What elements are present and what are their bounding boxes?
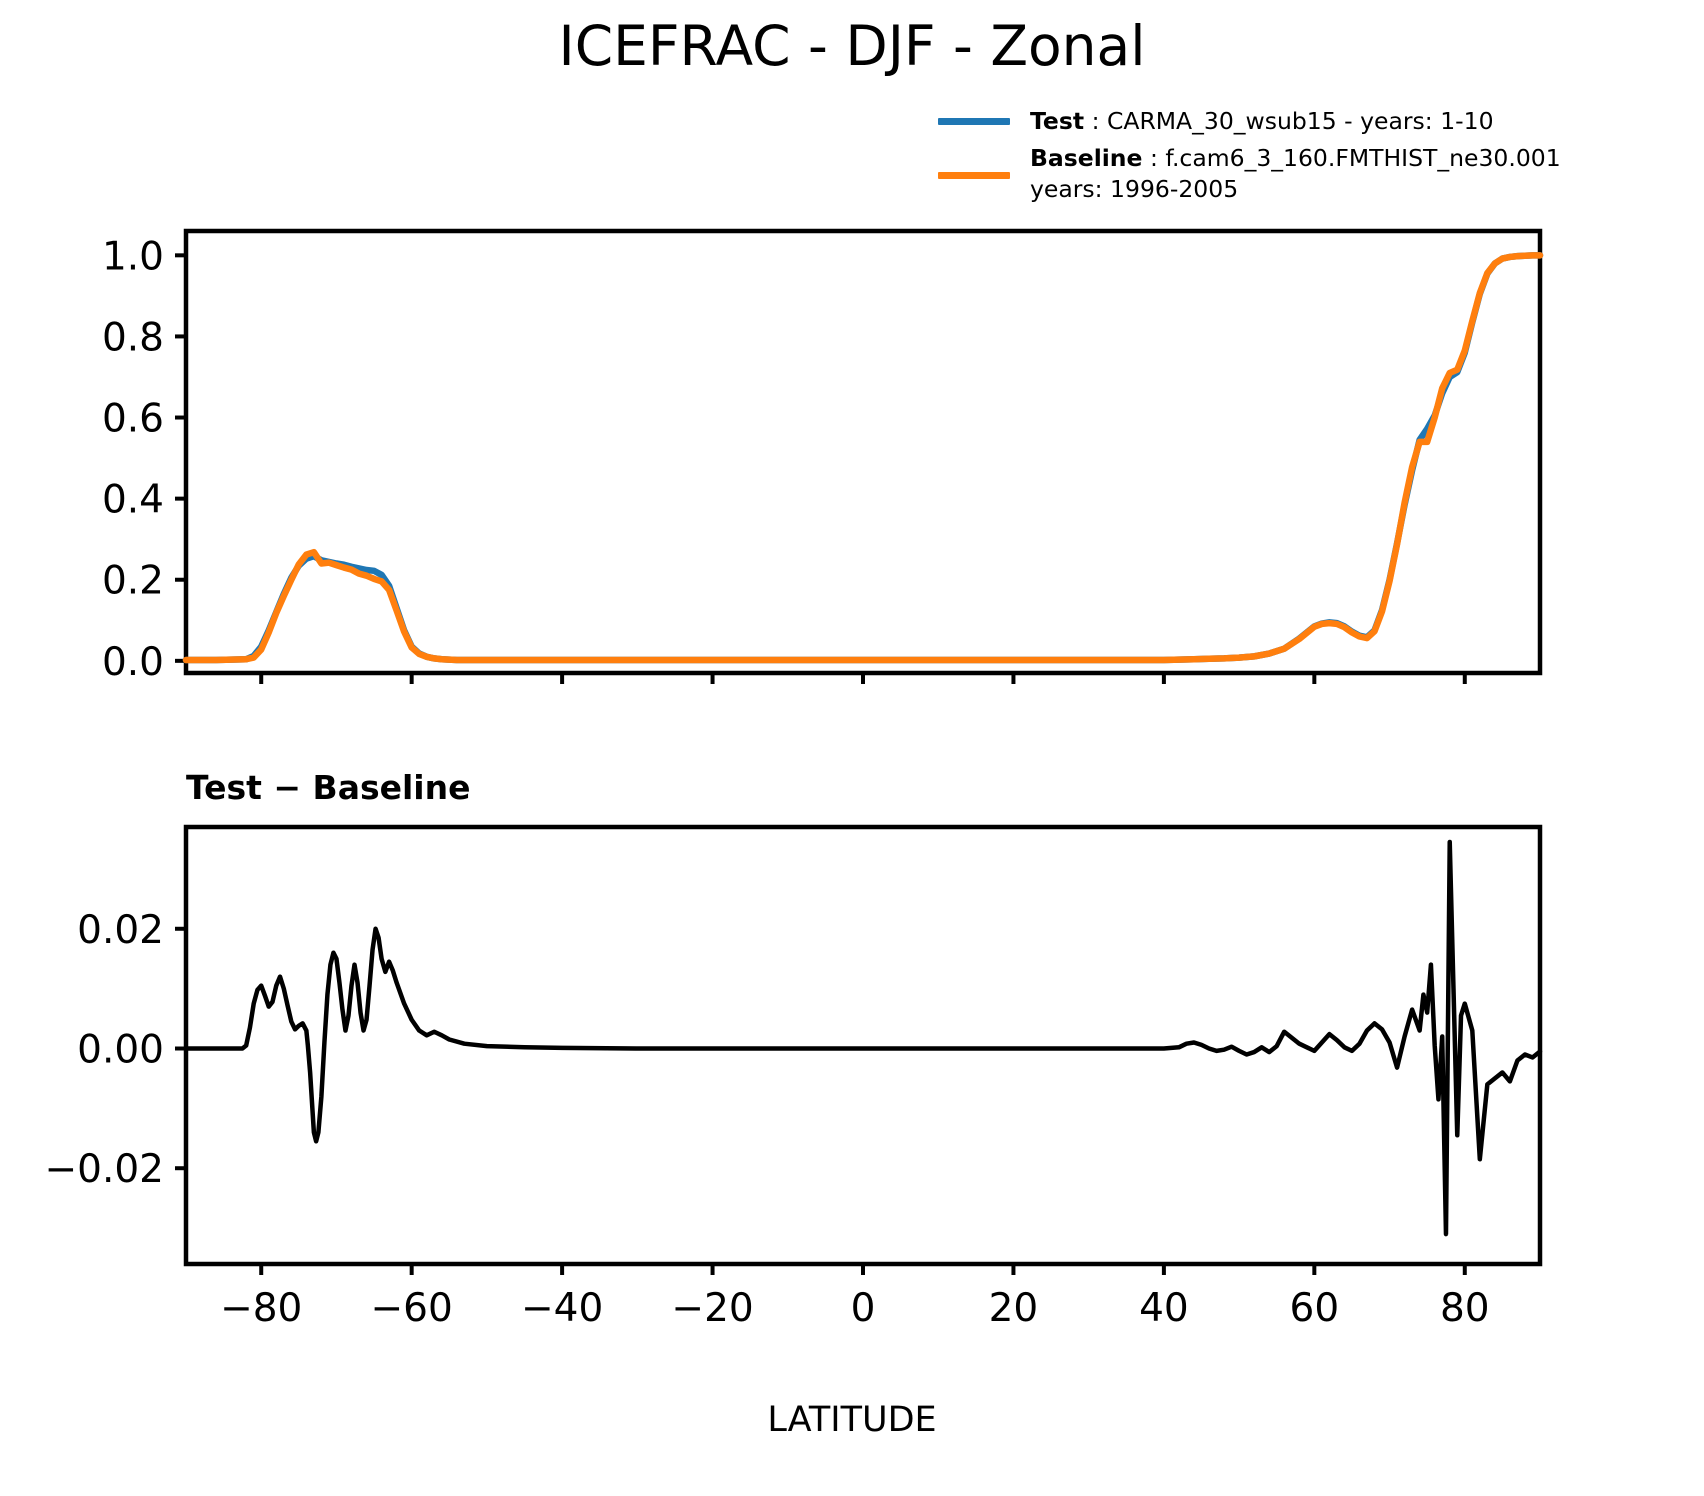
legend-sep-baseline: : — [1149, 144, 1158, 172]
xtick-label-1: −60 — [371, 1286, 453, 1331]
legend-bold-test: Test — [1030, 107, 1085, 135]
legend-swatch-test-wrap — [938, 106, 1030, 136]
ytick-label-top-5: 1.0 — [102, 234, 164, 279]
legend-sep-test: : — [1091, 107, 1100, 135]
figure-title: ICEFRAC - DJF - Zonal — [558, 14, 1146, 78]
legend-desc-baseline-2: years: 1996-2005 — [1030, 175, 1239, 203]
legend-entry-baseline: Baseline : f.cam6_3_160.FMTHIST_ne30.001… — [938, 143, 1568, 205]
ytick-label-top-2: 0.4 — [102, 478, 164, 523]
panel-frame-bottom — [183, 824, 1543, 1267]
xtick-label-0: −80 — [220, 1286, 302, 1331]
legend: Test : CARMA_30_wsub15 - years: 1-10 Bas… — [938, 106, 1568, 211]
xtick-label-4: 0 — [851, 1286, 876, 1331]
xtick-label-8: 80 — [1440, 1286, 1490, 1331]
legend-desc-baseline: f.cam6_3_160.FMTHIST_ne30.001 — [1165, 144, 1561, 172]
series-line-test-baseline — [183, 839, 1543, 1237]
series-line-baseline — [182, 252, 1544, 664]
ytick-label-top-1: 0.2 — [102, 559, 164, 604]
legend-swatch-baseline-wrap — [938, 143, 1030, 179]
ytick-label-bottom-0: −0.02 — [44, 1147, 164, 1192]
legend-entry-test: Test : CARMA_30_wsub15 - years: 1-10 — [938, 106, 1568, 137]
x-axis-label: LATITUDE — [767, 1400, 937, 1440]
legend-label-baseline: Baseline : f.cam6_3_160.FMTHIST_ne30.001… — [1030, 143, 1561, 205]
xtick-label-5: 20 — [989, 1286, 1039, 1331]
ytick-label-bottom-2: 0.02 — [77, 908, 164, 953]
diff-panel-title: Test − Baseline — [186, 768, 471, 807]
ytick-label-bottom-1: 0.00 — [77, 1027, 164, 1072]
panel-frame-top — [183, 228, 1543, 676]
xtick-label-2: −40 — [521, 1286, 603, 1331]
legend-color-swatch-baseline — [938, 171, 1010, 179]
panel-top: 0.0 0.2 0.4 0.6 0.8 1.0 — [102, 228, 1544, 685]
panel-bottom: −80 −60 −40 −20 0 20 40 60 80 −0.02 0.00 0.02 — [44, 824, 1543, 1331]
legend-bold-baseline: Baseline — [1030, 144, 1143, 172]
legend-color-swatch-test — [938, 117, 1010, 125]
ytick-label-top-0: 0.0 — [102, 640, 164, 685]
xtick-label-6: 40 — [1139, 1286, 1189, 1331]
ytick-label-top-4: 0.8 — [102, 315, 164, 360]
legend-desc-test: CARMA_30_wsub15 - years: 1-10 — [1106, 107, 1494, 135]
xtick-label-7: 60 — [1290, 1286, 1340, 1331]
ytick-label-top-3: 0.6 — [102, 397, 164, 442]
xtick-label-3: −20 — [671, 1286, 753, 1331]
legend-label-test: Test : CARMA_30_wsub15 - years: 1-10 — [1030, 106, 1494, 137]
